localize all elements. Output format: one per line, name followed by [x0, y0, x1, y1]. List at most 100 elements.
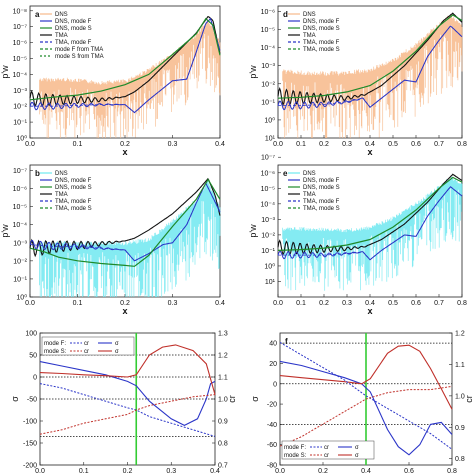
- x-tick-label: 0.0: [273, 141, 283, 148]
- y-tick-label: 10⁻³: [261, 63, 275, 70]
- cr-mode-s: [39, 394, 216, 435]
- x-tick-label: 0.5: [388, 141, 398, 148]
- x-tick-label: 0.0: [35, 468, 45, 474]
- y-tick-label: 10⁻⁶: [13, 186, 27, 193]
- legend-entry: mode S from TMA: [55, 54, 104, 60]
- y-tick-label: 10⁻⁷: [13, 24, 27, 31]
- y-tick-label: 10¹: [265, 279, 276, 286]
- x-tick-label: 0.4: [361, 468, 371, 474]
- x-tick-label: 0.6: [404, 468, 414, 474]
- y-tick-label: 20: [269, 361, 277, 368]
- panel-label: b: [35, 169, 40, 178]
- legend-entry: DNS, mode F: [303, 178, 340, 184]
- y-tick-label: -100: [23, 419, 37, 426]
- x-tick-label: 0.8: [447, 468, 457, 474]
- legend-entry: TMA, mode F: [55, 199, 92, 205]
- y-tick-label: 10⁻⁵: [261, 186, 275, 193]
- legend-entry: TMA: [303, 33, 316, 39]
- x-tick-label: 0.2: [123, 468, 133, 474]
- x-tick-label: 0.4: [215, 141, 225, 148]
- y-tick-label: 10⁰: [16, 294, 27, 302]
- y-tick-label: 10⁻⁷: [13, 168, 27, 175]
- y2-tick-label: 1.1: [218, 375, 228, 382]
- mode-f-tma-line: [278, 25, 463, 108]
- legend-entry: TMA, mode S: [303, 47, 340, 53]
- legend-entry: DNS, mode F: [55, 19, 92, 25]
- y-tick-label: 10⁻¹: [261, 248, 275, 255]
- panel-label: f: [285, 337, 288, 346]
- legend-entry: σ: [115, 349, 119, 355]
- y-tick-label: 10⁻⁵: [13, 56, 27, 63]
- y-tick-label: 10⁰: [264, 116, 275, 124]
- y-tick-label: -200: [23, 463, 37, 470]
- y-tick-label: 10⁻⁶: [261, 170, 275, 177]
- x-tick-label: 0.2: [319, 300, 329, 307]
- x-tick-label: 0.6: [411, 141, 421, 148]
- x-tick-label: 0.4: [365, 141, 375, 148]
- legend-entry: DNS, mode S: [303, 26, 340, 32]
- panel-f: 0.00.20.40.60.840200-20-40-60-80xσf1.21.…: [250, 331, 474, 474]
- legend-entry: DNS, mode S: [55, 26, 92, 32]
- y-axis-label: p'w: [248, 65, 258, 79]
- tma-line: [277, 12, 463, 106]
- legend-entry: σ: [355, 445, 359, 451]
- y-tick-label: 10¹: [265, 136, 276, 143]
- cr-mode-f: [39, 383, 216, 437]
- panel-e: 0.0 0.1 0.2 0.3 0.4 0.5 0.6 0.7 0.8 10⁻⁷ 10⁻⁶ 10⁻⁵ 1…: [248, 155, 467, 316]
- legend-entry: DNS, mode S: [303, 185, 340, 191]
- y2-tick-label: 1.2: [218, 353, 228, 360]
- x-tick-label: 0.5: [388, 300, 398, 307]
- x-tick-label: 0.7: [434, 141, 444, 148]
- y-tick-label: 10⁻⁶: [261, 9, 275, 16]
- panel-c: 0.00.10.20.30.4100500-50-100-150-200xσc1…: [10, 331, 237, 474]
- x-tick-label: 0.3: [342, 141, 352, 148]
- legend-entry: TMA, mode F: [303, 40, 340, 46]
- y-tick-label: 10⁰: [264, 262, 275, 270]
- legend-mode-label: mode S:: [284, 453, 307, 459]
- y-axis-label: p'w: [0, 65, 10, 79]
- legend-entry: DNS: [55, 171, 68, 177]
- y-tick-label: 10⁻⁴: [13, 72, 28, 79]
- x-tick-label: 0.1: [296, 141, 306, 148]
- x-tick-label: 0.1: [296, 300, 306, 307]
- legend-entry: cr: [324, 445, 329, 451]
- legend-entry: σ: [115, 341, 119, 347]
- y-tick-label: 10⁻⁴: [261, 45, 276, 52]
- legend-entry: TMA: [55, 192, 68, 198]
- x-axis-label: x: [367, 306, 372, 316]
- y-tick-label: 10⁻³: [13, 240, 27, 247]
- x-tick-label: 0.3: [168, 300, 178, 307]
- panel-label: e: [283, 169, 288, 178]
- y-tick-label: -80: [267, 463, 277, 470]
- mode-f-tma-line: [278, 186, 463, 261]
- legend-entry: TMA, mode F: [55, 40, 92, 46]
- x-tick-label: 0.8: [457, 141, 467, 148]
- y-tick-label: 10⁻²: [261, 81, 275, 88]
- x-tick-label: 0.4: [215, 300, 225, 307]
- y-tick-label: -50: [27, 397, 37, 404]
- y-tick-label: -20: [267, 402, 277, 409]
- x-tick-label: 0.1: [73, 300, 83, 307]
- y-axis-label: p'w: [0, 224, 10, 238]
- y-tick-label: 10⁰: [16, 135, 27, 143]
- x-tick-label: 0.6: [411, 300, 421, 307]
- legend-entry: DNS, mode F: [303, 19, 340, 25]
- legend-entry: cr: [84, 341, 89, 347]
- y-tick-label: 10⁻⁶: [13, 40, 27, 47]
- x-axis-label: x: [122, 147, 127, 157]
- panel-label: a: [35, 10, 40, 19]
- legend-entry: DNS: [55, 12, 68, 18]
- y-axis-label: σ: [10, 396, 20, 402]
- y-tick-label: 10⁻²: [13, 104, 27, 111]
- legend-entry: TMA, mode S: [55, 206, 92, 212]
- x-tick-label: 0.4: [365, 300, 375, 307]
- y-axis-label: p'w: [248, 224, 258, 238]
- legend-entry: mode F from TMA: [55, 47, 103, 53]
- y-tick-label: -40: [267, 422, 277, 429]
- y-tick-label: 10⁻⁵: [13, 204, 27, 211]
- x-tick-label: 0.3: [342, 300, 352, 307]
- mode-s-line: [29, 178, 221, 267]
- y2-axis-label: cr: [227, 395, 237, 403]
- x-tick-label: 0.0: [275, 468, 285, 474]
- legend-entry: DNS, mode F: [55, 178, 92, 184]
